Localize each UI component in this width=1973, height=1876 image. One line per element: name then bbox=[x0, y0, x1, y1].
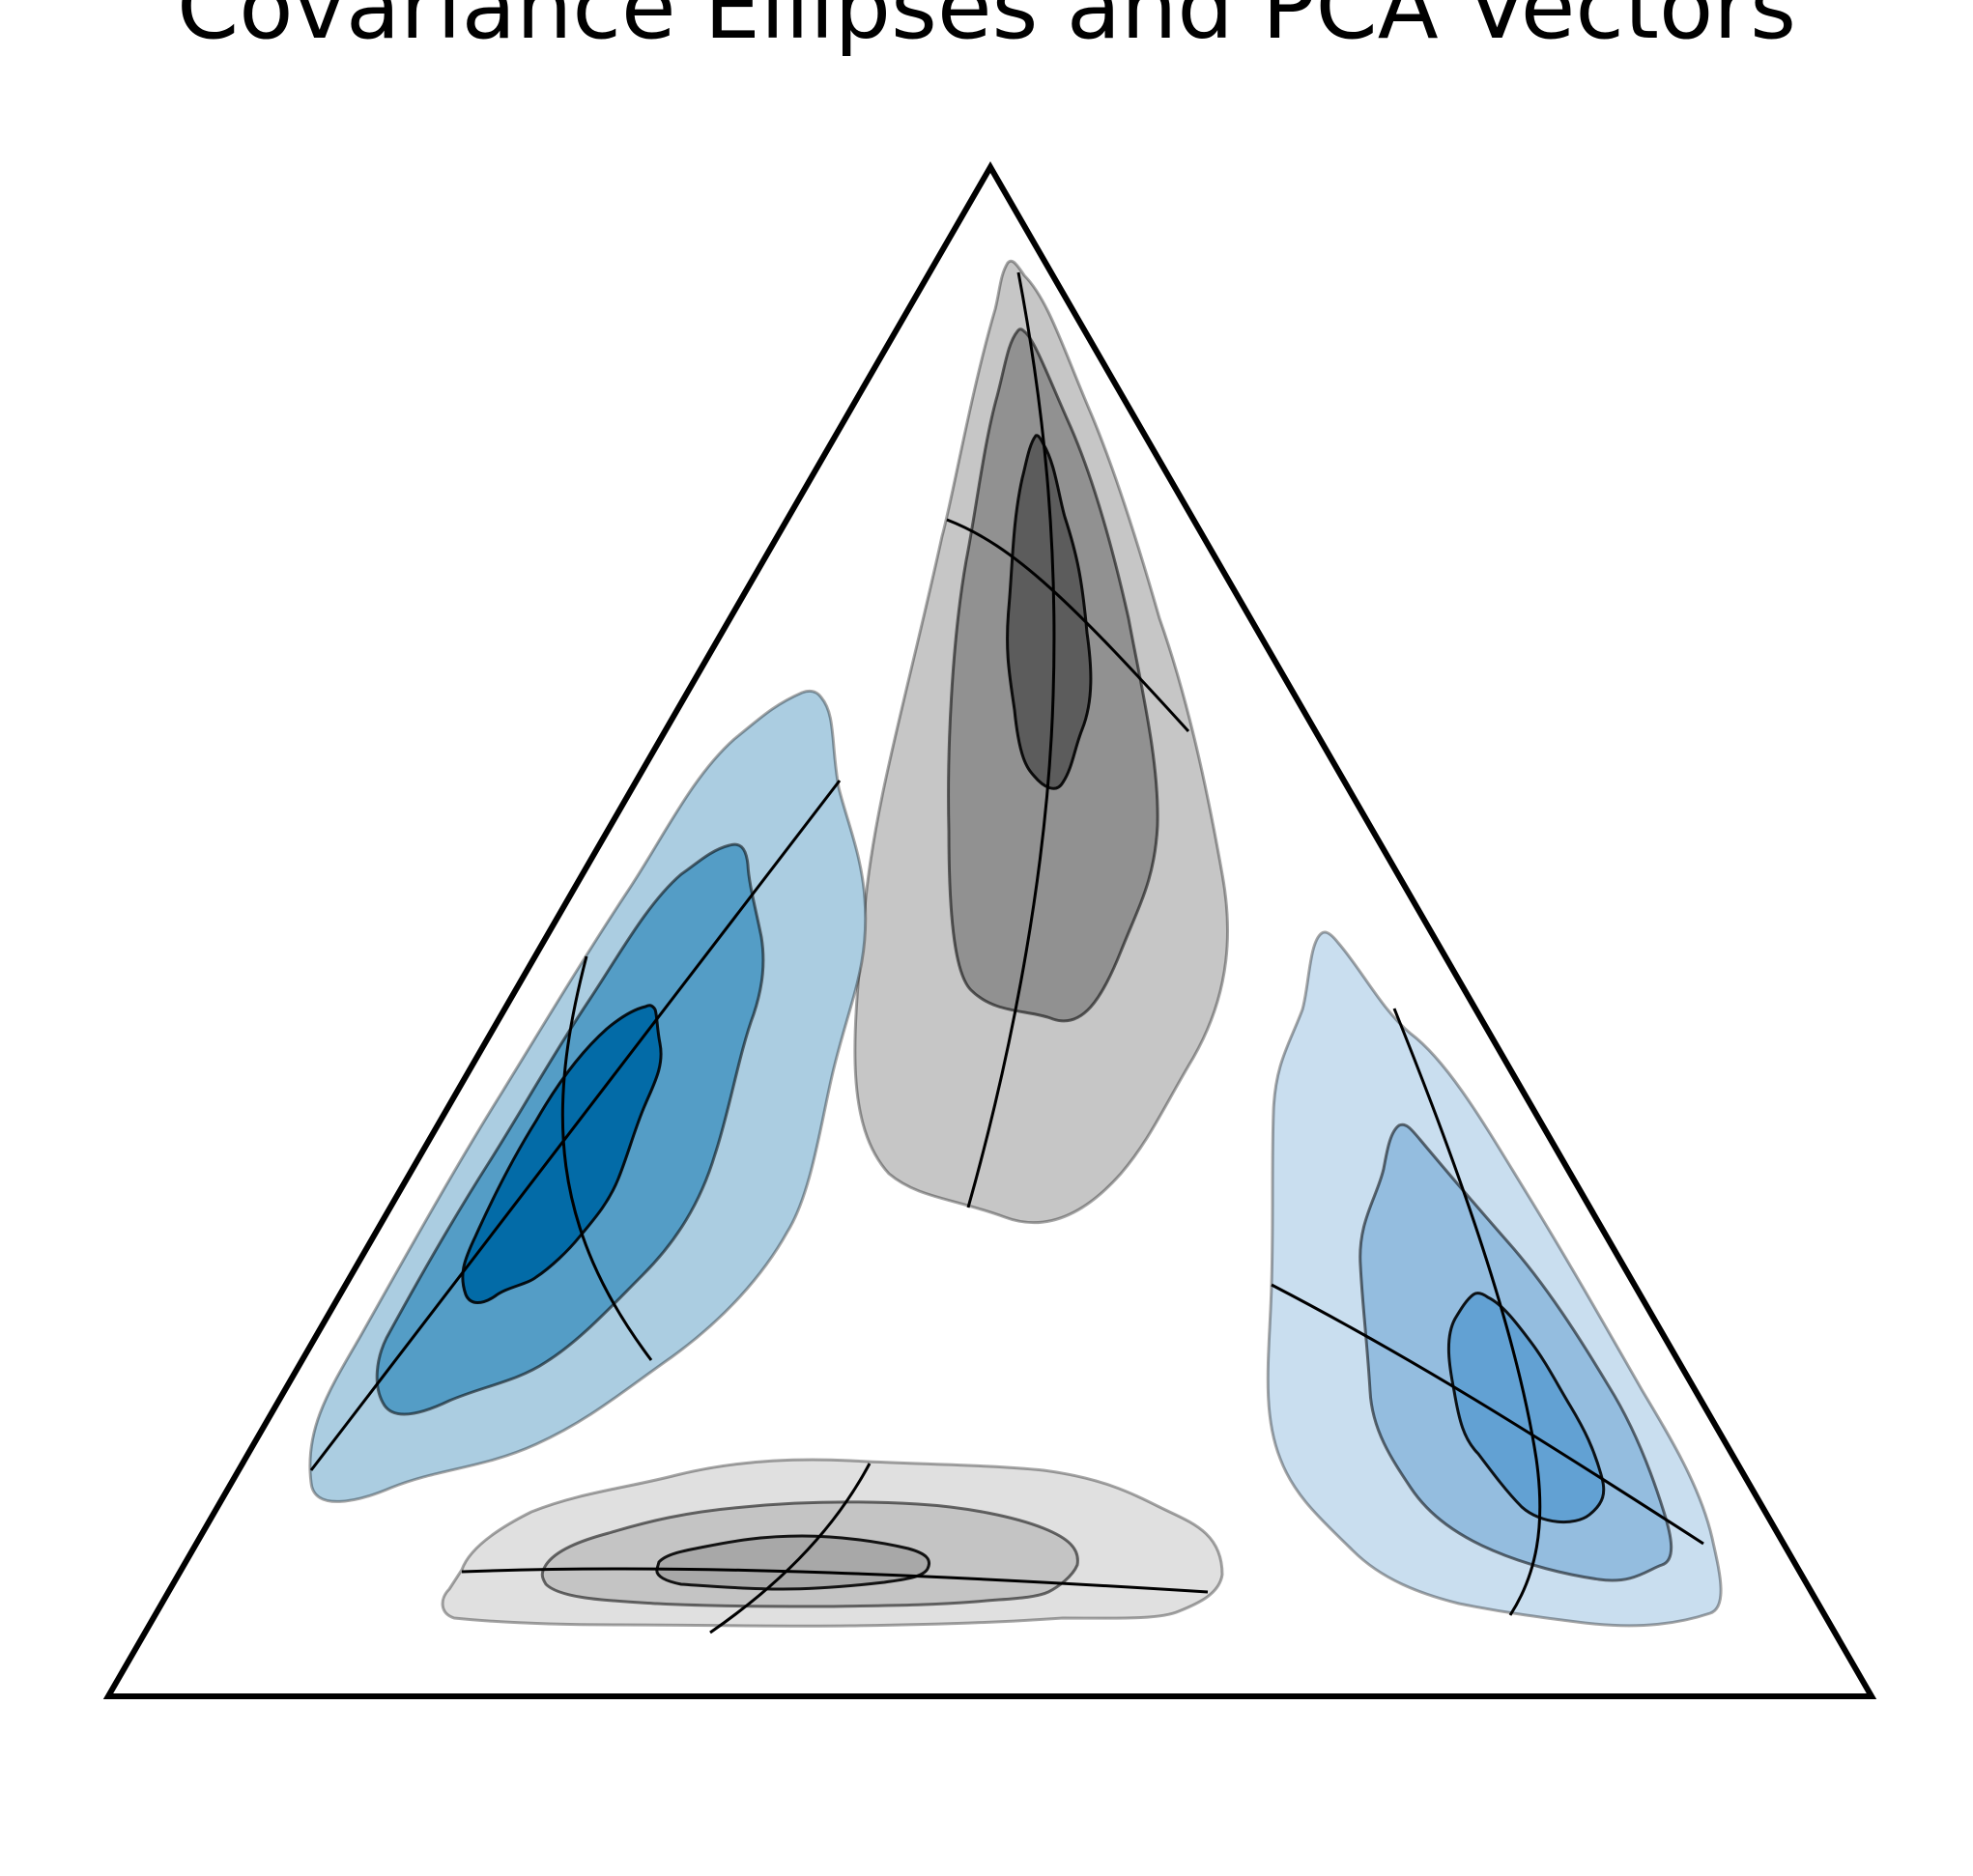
pca-vector-major bbox=[966, 271, 1056, 1208]
pca-vector-major bbox=[1392, 1008, 1542, 1616]
pca-vector-major bbox=[309, 780, 842, 1471]
kde-contour-inner bbox=[1006, 434, 1093, 790]
kde-group-top-gray bbox=[853, 259, 1230, 1225]
pca-vector-minor bbox=[709, 1463, 872, 1634]
kde-contour-inner bbox=[655, 1534, 931, 1591]
pca-vector-major bbox=[461, 1567, 1209, 1594]
ternary-triangle-frame bbox=[102, 160, 1877, 1699]
chart-title: Covariance Ellipses and PCA Vectors bbox=[176, 0, 1797, 59]
pca-vector-minor bbox=[560, 955, 653, 1361]
kde-group-bottom-gray bbox=[441, 1458, 1224, 1634]
kde-group-left-blue bbox=[308, 689, 868, 1503]
pca-vector-minor bbox=[1271, 1283, 1704, 1546]
kde-group-right-blue bbox=[1266, 930, 1723, 1628]
pca-vector-minor bbox=[946, 518, 1190, 733]
